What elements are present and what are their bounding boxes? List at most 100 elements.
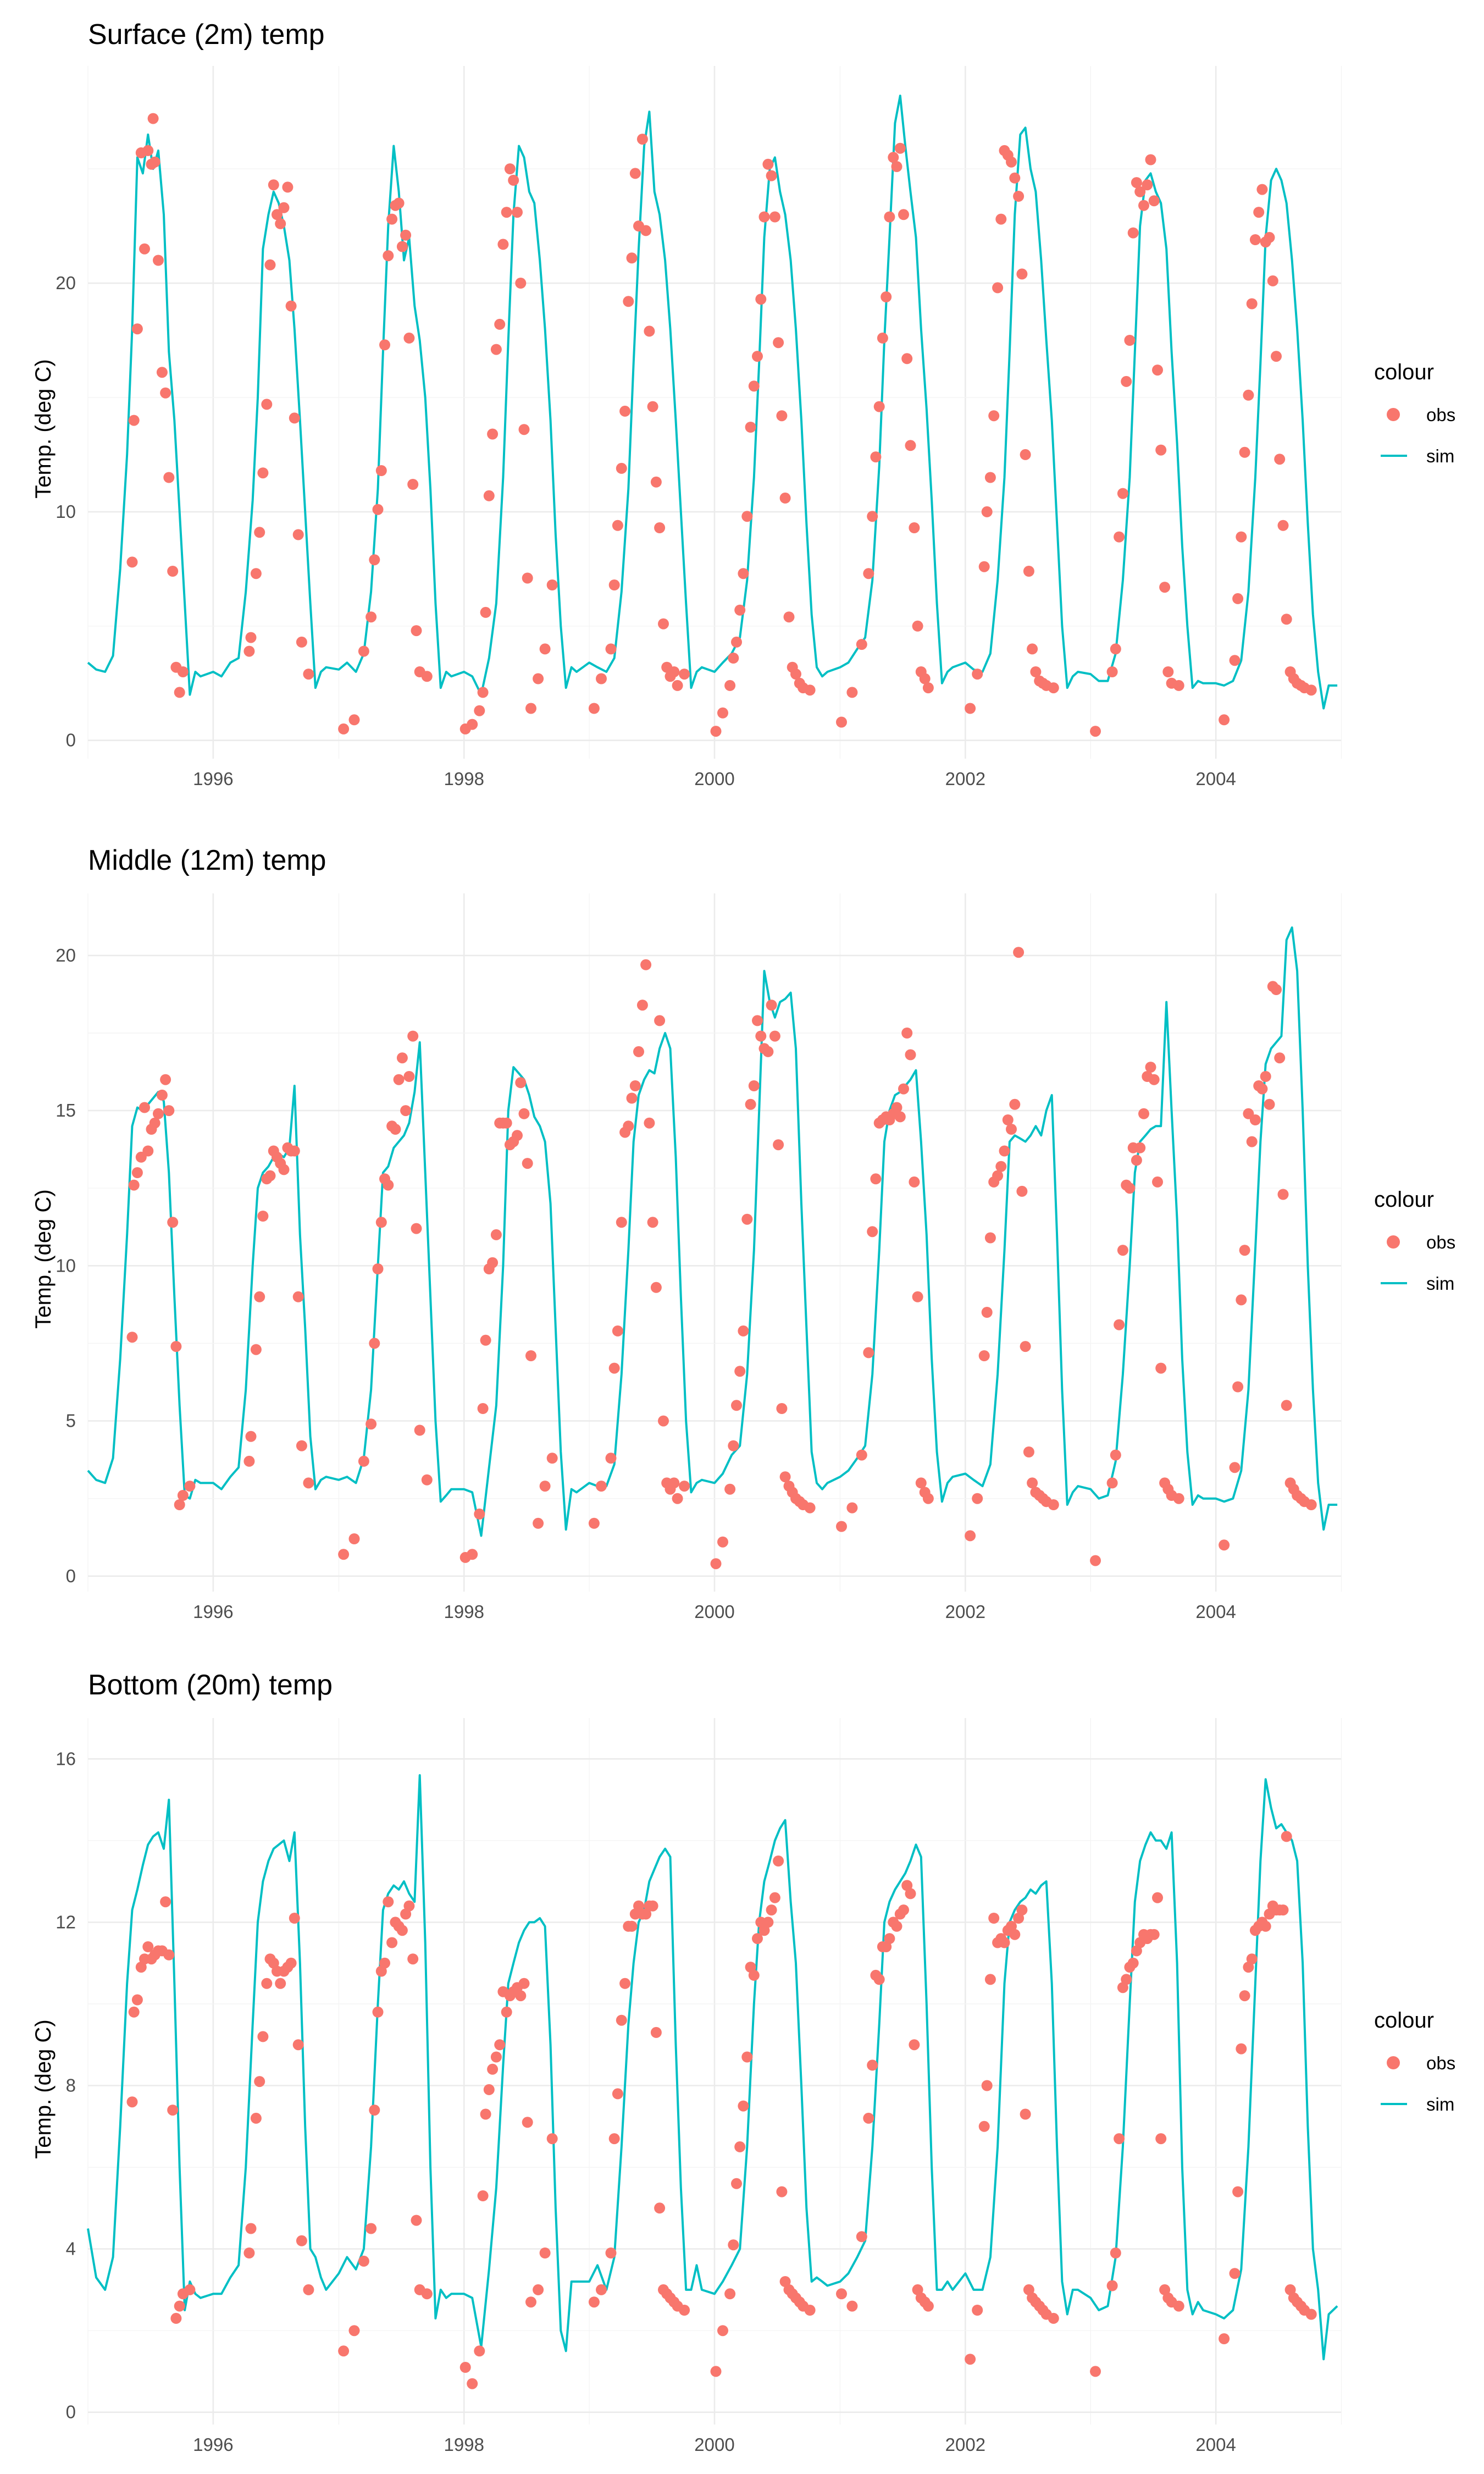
obs-point [724,1483,736,1495]
obs-point [1305,2309,1317,2320]
obs-point [978,561,990,572]
y-tick-label: 20 [56,273,76,293]
obs-point [512,1130,523,1141]
obs-point [710,726,722,737]
obs-point [846,687,858,698]
obs-point [131,1994,143,2006]
legend-obs-key [1387,1235,1400,1249]
obs-point [407,1030,419,1042]
obs-point [766,1904,777,1916]
obs-point [647,1900,658,1912]
obs-point [1121,1974,1132,1985]
obs-point [477,2190,489,2201]
obs-point [174,1499,185,1510]
obs-point [779,2276,791,2287]
obs-point [243,2247,255,2258]
obs-point [640,959,652,970]
obs-point [518,1108,530,1119]
obs-point [1173,680,1184,691]
obs-point [773,337,784,349]
obs-point [160,387,171,399]
obs-point [752,351,763,362]
obs-point [1009,1098,1021,1110]
obs-point [915,1477,927,1489]
obs-point [546,1453,558,1464]
obs-point [836,1521,847,1532]
obs-point [407,1953,419,1965]
obs-point [254,2076,265,2088]
obs-point [1134,186,1146,197]
obs-point [396,1925,408,1936]
obs-point [891,161,902,172]
obs-point [1152,1892,1163,1903]
obs-point [922,1493,934,1504]
obs-point [919,673,931,684]
obs-point [1229,1462,1241,1473]
sim-series [87,95,1338,710]
obs-point [1134,1142,1146,1153]
obs-point [1271,984,1282,995]
obs-point [1249,1114,1261,1125]
obs-point [477,1403,489,1414]
obs-point [126,2096,138,2108]
obs-point [303,1477,314,1489]
obs-point [139,243,150,255]
obs-point [163,1949,175,1961]
obs-point [250,568,262,579]
obs-point [126,1332,138,1343]
obs-point [515,1990,527,2002]
obs-point [596,673,607,684]
obs-point [992,1170,1004,1181]
obs-point [654,2202,666,2214]
obs-point [965,703,976,714]
obs-point [504,163,516,175]
obs-point [518,1978,530,1989]
obs-point [285,1957,297,1969]
obs-point [870,1173,882,1185]
obs-point [403,332,415,344]
obs-point [497,239,509,250]
obs-point [459,2362,471,2373]
obs-point [383,250,394,262]
obs-point [1281,1831,1292,1842]
obs-point [1152,1176,1163,1188]
obs-point [1009,1929,1021,1940]
obs-point [250,1344,262,1355]
obs-point [922,682,934,694]
obs-point [369,554,380,566]
obs-point [372,1263,384,1274]
obs-point [272,209,283,220]
obs-point [738,568,749,579]
obs-point [1256,184,1268,195]
obs-point [1090,2366,1101,2377]
obs-point [724,680,736,691]
obs-point [1117,488,1128,499]
obs-point [647,401,658,412]
obs-point [894,1111,906,1123]
obs-point [480,606,491,618]
obs-point [296,1440,307,1451]
obs-point [965,2354,976,2365]
x-tick-label: 2002 [945,1602,985,1622]
obs-point [856,2231,867,2243]
obs-point [679,669,690,680]
obs-series [126,1831,1317,2389]
obs-point [1236,2043,1247,2055]
obs-point [254,527,265,538]
obs-point [1277,1189,1289,1200]
obs-point [636,999,648,1011]
y-tick-label: 4 [66,2239,76,2259]
obs-point [1232,593,1244,604]
obs-point [1249,234,1261,245]
obs-point [467,719,478,730]
obs-point [863,568,874,579]
obs-point [629,1080,641,1091]
obs-point [888,152,899,163]
obs-point [856,639,867,650]
obs-point [268,179,279,191]
tick-labels: 1996 1998 2000 2002 2004 0 10 20 [56,273,1236,789]
obs-point [1155,1362,1167,1374]
obs-point [467,2378,478,2389]
x-tick-label: 2000 [694,769,734,789]
